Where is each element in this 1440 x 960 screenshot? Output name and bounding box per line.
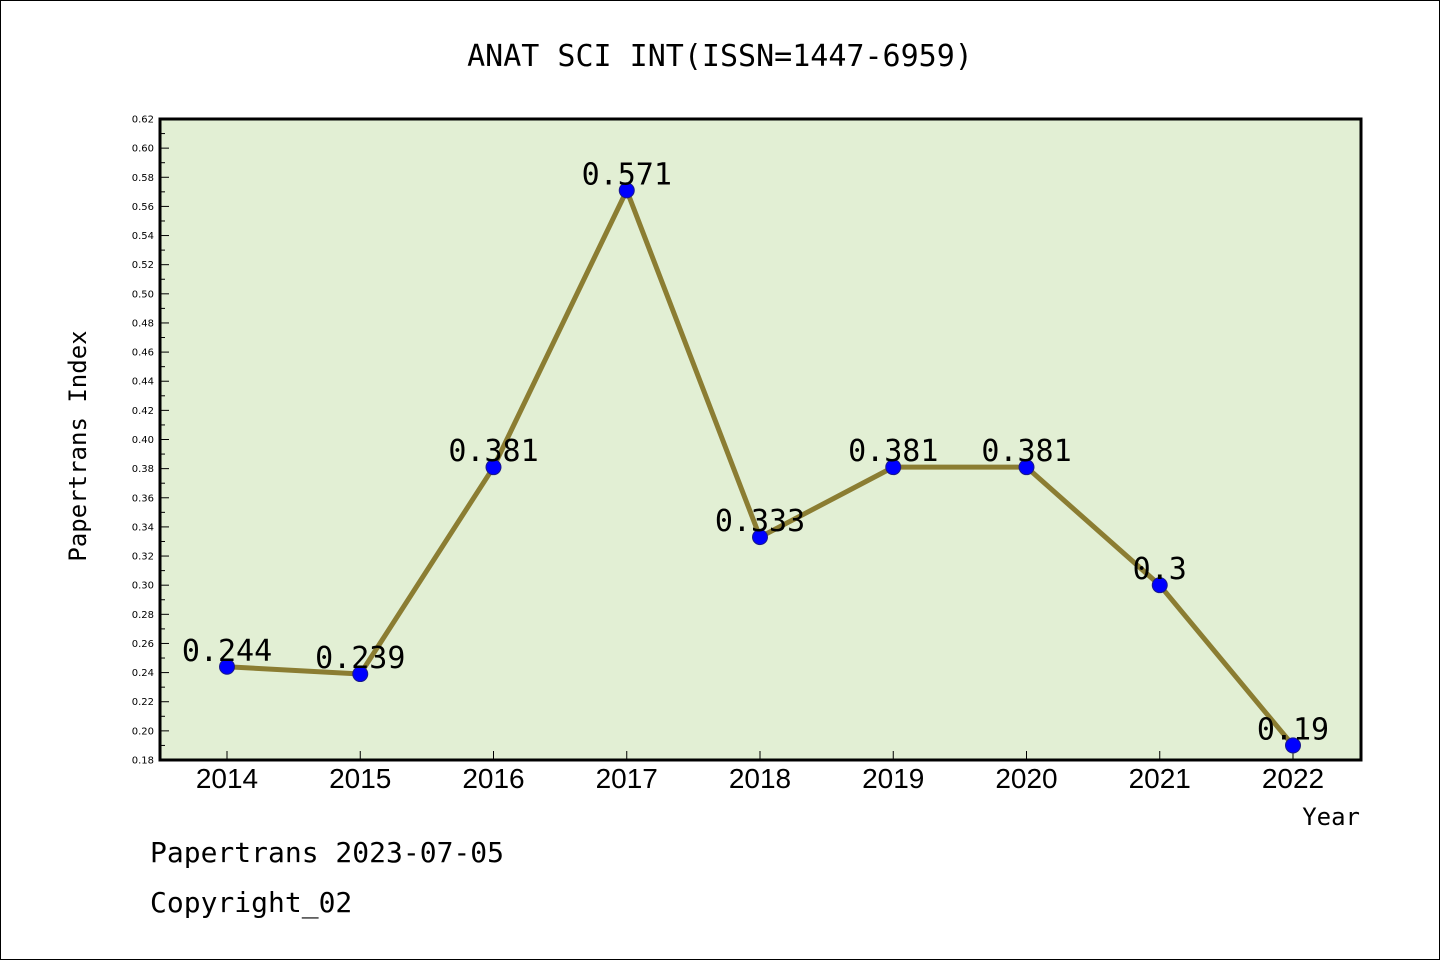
x-tick-label: 2017 bbox=[596, 763, 658, 794]
y-tick-label: 0.54 bbox=[132, 231, 154, 242]
data-label: 0.3 bbox=[1133, 552, 1187, 587]
y-tick-label: 0.32 bbox=[132, 552, 154, 563]
data-label: 0.333 bbox=[715, 504, 805, 539]
y-tick-label: 0.48 bbox=[132, 318, 154, 329]
x-tick-label: 2022 bbox=[1262, 763, 1324, 794]
y-tick-label: 0.58 bbox=[132, 173, 154, 184]
data-point bbox=[219, 658, 235, 675]
data-markers bbox=[219, 182, 1301, 754]
data-point bbox=[752, 529, 768, 546]
y-tick-label: 0.26 bbox=[132, 639, 154, 650]
y-tick-label: 0.22 bbox=[132, 697, 154, 708]
y-tick-label: 0.52 bbox=[132, 260, 154, 271]
data-label: 0.244 bbox=[182, 634, 272, 669]
y-tick-label: 0.34 bbox=[132, 522, 154, 533]
y-tick-label: 0.28 bbox=[132, 610, 154, 621]
data-label: 0.381 bbox=[981, 434, 1071, 469]
y-tick-label: 0.40 bbox=[132, 435, 154, 446]
data-point bbox=[885, 459, 902, 476]
data-label: 0.571 bbox=[582, 157, 672, 192]
y-tick-label: 0.44 bbox=[132, 377, 154, 388]
source-date-text: Papertrans 2023-07-05 bbox=[150, 836, 505, 869]
x-tick-label: 2014 bbox=[196, 763, 258, 794]
data-point bbox=[485, 459, 502, 476]
y-tick-label: 0.50 bbox=[132, 289, 154, 300]
y-axis-tick-labels: 0.18 0.20 0.22 0.24 0.26 0.28 0.30 0.32 0.34 0.36… bbox=[132, 115, 154, 767]
copyright-text: Copyright_02 bbox=[150, 886, 353, 919]
data-point bbox=[352, 666, 369, 683]
y-tick-label: 0.42 bbox=[132, 406, 154, 417]
y-axis-ticks bbox=[160, 118, 169, 761]
y-tick-label: 0.30 bbox=[132, 581, 154, 592]
data-label: 0.381 bbox=[448, 434, 538, 469]
chart-title: ANAT SCI INT(ISSN=1447-6959) bbox=[467, 39, 973, 74]
y-tick-label: 0.24 bbox=[132, 668, 154, 679]
y-axis-label: Papertrans Index bbox=[64, 330, 92, 561]
x-tick-label: 2021 bbox=[1129, 763, 1191, 794]
data-point bbox=[618, 182, 635, 199]
y-tick-label: 0.60 bbox=[132, 144, 154, 155]
y-tick-label: 0.18 bbox=[132, 756, 154, 767]
data-point bbox=[1151, 577, 1168, 594]
y-tick-label: 0.36 bbox=[132, 493, 154, 504]
x-tick-label: 2019 bbox=[862, 763, 924, 794]
x-tick-label: 2016 bbox=[462, 763, 524, 794]
x-axis-ticks bbox=[226, 751, 1294, 760]
x-tick-label: 2018 bbox=[729, 763, 791, 794]
y-tick-label: 0.38 bbox=[132, 464, 154, 475]
data-point bbox=[1285, 737, 1301, 754]
data-label: 0.239 bbox=[315, 641, 405, 676]
data-point bbox=[1018, 459, 1035, 476]
y-tick-label: 0.56 bbox=[132, 202, 154, 213]
x-axis-tick-labels: 2014 2015 2016 2017 2018 2019 2020 2021 2022 bbox=[196, 763, 1324, 794]
x-tick-label: 2015 bbox=[329, 763, 391, 794]
x-tick-label: 2020 bbox=[995, 763, 1057, 794]
plot-area bbox=[158, 117, 1363, 762]
x-axis-label: Year bbox=[1302, 803, 1360, 831]
y-tick-label: 0.20 bbox=[132, 726, 154, 737]
y-tick-label: 0.46 bbox=[132, 348, 154, 359]
data-labels: 0.244 0.239 0.381 0.571 0.333 0.381 0.381 0.3 0.… bbox=[182, 157, 1329, 747]
data-label: 0.381 bbox=[848, 434, 938, 469]
data-label: 0.19 bbox=[1257, 712, 1329, 747]
y-tick-label: 0.62 bbox=[132, 115, 154, 126]
